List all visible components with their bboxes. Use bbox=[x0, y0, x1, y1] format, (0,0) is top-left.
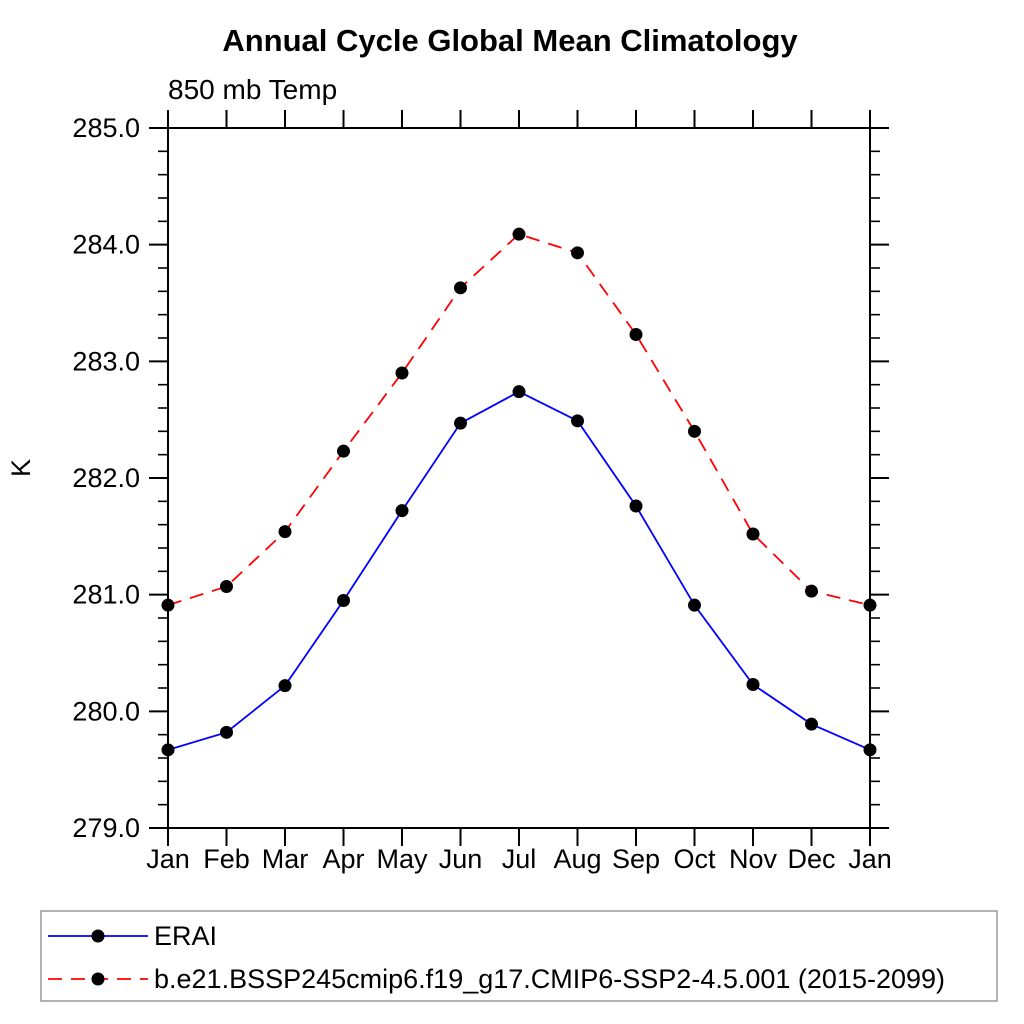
y-tick-label: 279.0 bbox=[72, 813, 140, 843]
x-tick-label: Jul bbox=[502, 844, 537, 874]
y-axis-unit-label: K bbox=[6, 459, 36, 477]
plot-frame bbox=[167, 127, 871, 829]
legend-box bbox=[40, 910, 998, 1002]
x-tick-label: Dec bbox=[787, 844, 835, 874]
data-point-marker bbox=[629, 499, 643, 513]
x-tick-label: Nov bbox=[729, 844, 778, 874]
chart-title: Annual Cycle Global Mean Climatology bbox=[222, 23, 798, 58]
chart-subtitle: 850 mb Temp bbox=[168, 74, 337, 105]
legend: ERAI b.e21.BSSP245cmip6.f19_g17.CMIP6-SS… bbox=[40, 910, 998, 1002]
data-point-marker bbox=[805, 717, 818, 731]
x-tick-label: Feb bbox=[203, 844, 250, 874]
data-point-marker bbox=[805, 584, 818, 598]
x-tick-label: May bbox=[376, 844, 428, 874]
data-point-marker bbox=[512, 227, 526, 241]
x-tick-label: Sep bbox=[612, 844, 660, 874]
x-tick-label: Jan bbox=[848, 844, 892, 874]
data-point-marker bbox=[395, 366, 409, 380]
data-point-marker bbox=[395, 504, 409, 518]
data-point-marker bbox=[454, 281, 467, 295]
data-point-marker bbox=[746, 678, 760, 691]
data-point-marker bbox=[337, 594, 350, 607]
legend-sample-marker-0 bbox=[91, 929, 105, 943]
data-point-marker bbox=[278, 679, 292, 693]
y-tick-label: 282.0 bbox=[72, 463, 140, 493]
series-line-0 bbox=[167, 390, 871, 751]
x-tick-label: Jun bbox=[439, 844, 483, 874]
y-tick-label: 285.0 bbox=[72, 113, 140, 143]
y-tick-label: 284.0 bbox=[72, 230, 140, 260]
legend-samples bbox=[48, 929, 148, 986]
data-point-marker bbox=[571, 414, 584, 428]
legend-label-model: b.e21.BSSP245cmip6.f19_g17.CMIP6-SSP2-4.… bbox=[154, 964, 945, 994]
legend-label-erai: ERAI bbox=[154, 921, 217, 951]
data-point-marker bbox=[746, 527, 760, 541]
data-point-marker bbox=[629, 328, 643, 341]
data-point-marker bbox=[337, 444, 350, 458]
x-tick-label: Oct bbox=[673, 844, 716, 874]
series-line-1 bbox=[167, 233, 871, 607]
y-tick-label: 280.0 bbox=[72, 696, 140, 726]
data-point-marker bbox=[512, 385, 526, 399]
data-point-marker bbox=[571, 246, 584, 260]
data-point-marker bbox=[454, 416, 467, 430]
data-point-marker bbox=[278, 525, 292, 539]
data-point-marker bbox=[688, 598, 701, 612]
x-tick-label: Aug bbox=[553, 844, 601, 874]
legend-sample-marker-1 bbox=[91, 972, 105, 986]
x-tick-label: Apr bbox=[322, 844, 364, 874]
plot-area: 279.0 280.0 281.0 282.0 283.0 284.0 285.0 Jan Fe… bbox=[72, 110, 892, 874]
y-tick-label: 283.0 bbox=[72, 346, 140, 376]
x-tick-label: Jan bbox=[146, 844, 190, 874]
data-point-marker bbox=[688, 424, 701, 438]
data-point-marker bbox=[220, 580, 233, 593]
x-tick-label: Mar bbox=[262, 844, 309, 874]
y-tick-label: 281.0 bbox=[72, 580, 140, 610]
data-point-marker bbox=[220, 725, 233, 739]
